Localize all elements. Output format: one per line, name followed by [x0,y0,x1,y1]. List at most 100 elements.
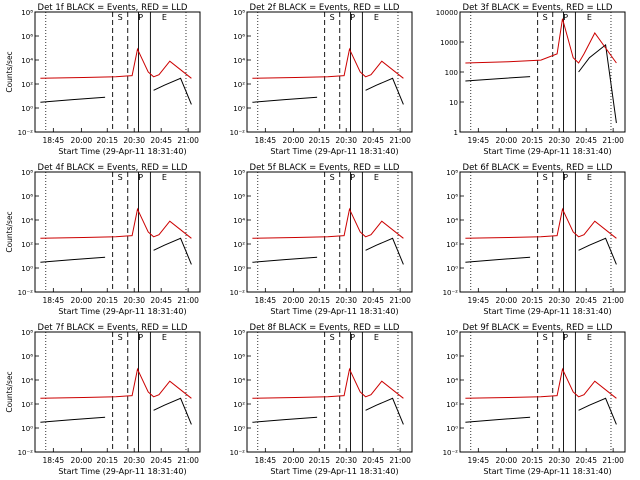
x-tick-label: 20:30 [123,296,145,305]
y-tick-label: 10² [21,401,33,409]
x-axis-label: Start Time (29-Apr-11 18:31:40) [270,147,398,156]
x-tick-label: 21:00 [177,136,199,145]
marker-label: P [563,173,568,182]
marker-label: E [587,13,592,22]
x-tick-label: 20:15 [521,296,543,305]
lld-series-line [465,207,617,239]
y-tick-label: 10⁰ [21,425,33,433]
events-series-line [252,397,404,425]
x-tick-label: 20:15 [308,296,330,305]
y-tick-label: 10⁻² [230,289,246,297]
y-tick-label: 10⁸ [233,9,245,17]
x-tick-label: 20:45 [150,456,172,465]
y-tick-label: 10⁸ [446,169,458,177]
y-tick-label: 10⁰ [446,265,458,273]
x-tick-label: 18:45 [43,456,65,465]
x-tick-label: 20:00 [496,296,518,305]
lld-series-line [465,18,617,64]
y-tick-label: 10⁰ [21,265,33,273]
marker-label: S [543,333,548,342]
detector-panel: Det 9f BLACK = Events, RED = LLD 10⁸ 10⁶ 10… [443,323,626,476]
marker-label: E [162,13,167,22]
y-tick-label: 10⁴ [233,377,245,385]
x-tick-label: 19:45 [468,296,490,305]
panel-title: Det 3f BLACK = Events, RED = LLD [463,3,613,13]
x-tick-label: 18:45 [255,296,277,305]
lld-series-line [252,367,404,399]
marker-label: E [162,333,167,342]
y-tick-label: 10² [21,241,33,249]
y-tick-label: 10⁶ [21,353,33,361]
x-tick-label: 20:00 [283,296,305,305]
y-tick-label: 10⁶ [21,33,33,41]
plot-frame [246,11,413,133]
lld-series-line [465,367,617,399]
detector-panel: Det 1f BLACK = Events, RED = LLD Counts/s… [5,3,201,156]
x-axis-label: Start Time (29-Apr-11 18:31:40) [483,147,611,156]
x-tick-label: 20:00 [496,136,518,145]
y-tick-label: 10000 [436,9,458,17]
y-axis-label: Counts/sec [5,371,14,412]
panel-title: Det 8f BLACK = Events, RED = LLD [250,323,400,333]
panel-title: Det 6f BLACK = Events, RED = LLD [463,163,613,173]
marker-label: S [118,13,123,22]
y-tick-label: 10⁻² [443,449,459,457]
x-tick-label: 20:45 [150,296,172,305]
marker-label: E [587,173,592,182]
y-tick-label: 10⁰ [233,265,245,273]
x-tick-label: 20:00 [71,136,93,145]
y-tick-label: 10⁻² [230,129,246,137]
y-tick-label: 10⁰ [233,105,245,113]
x-tick-label: 20:00 [71,296,93,305]
x-tick-label: 21:00 [389,296,411,305]
events-series-line [465,237,617,265]
marker-label: E [162,173,167,182]
plot-frame [246,171,413,293]
marker-label: S [543,13,548,22]
panel-title: Det 4f BLACK = Events, RED = LLD [38,163,188,173]
y-tick-label: 10⁸ [233,169,245,177]
lld-series-line [252,207,404,239]
lld-series-line [40,207,192,239]
x-tick-label: 20:30 [335,136,357,145]
y-tick-label: 10⁶ [233,193,245,201]
y-tick-label: 10 [449,99,458,107]
x-tick-label: 20:30 [548,456,570,465]
x-tick-label: 21:00 [177,296,199,305]
x-tick-label: 20:15 [96,296,118,305]
y-tick-label: 10⁸ [233,329,245,337]
x-tick-label: 21:00 [602,456,624,465]
x-tick-label: 20:15 [308,136,330,145]
x-tick-label: 20:30 [123,136,145,145]
marker-label: E [374,173,379,182]
x-axis-label: Start Time (29-Apr-11 18:31:40) [483,307,611,316]
y-tick-label: 10⁻² [443,289,459,297]
y-tick-label: 10² [446,241,458,249]
lld-series-line [40,367,192,399]
marker-label: P [563,333,568,342]
plot-frame [459,11,626,133]
x-axis-label: Start Time (29-Apr-11 18:31:40) [270,467,398,476]
y-tick-label: 100 [445,69,458,77]
plot-frame [34,11,201,133]
detector-panel: Det 4f BLACK = Events, RED = LLD Counts/s… [5,163,201,316]
events-series-line [252,237,404,265]
x-tick-label: 20:00 [283,136,305,145]
x-tick-label: 21:00 [602,296,624,305]
x-tick-label: 20:45 [150,136,172,145]
y-tick-label: 10⁶ [446,353,458,361]
x-tick-label: 20:30 [548,296,570,305]
y-tick-label: 10⁰ [446,425,458,433]
x-tick-label: 18:45 [43,296,65,305]
y-tick-label: 10² [233,401,245,409]
detector-panel: Det 8f BLACK = Events, RED = LLD 10⁸ 10⁶ 10… [230,323,413,476]
events-series-line [465,397,617,425]
events-series-line [465,43,617,124]
y-tick-label: 10⁻² [18,289,34,297]
marker-label: P [350,13,355,22]
x-tick-label: 21:00 [602,136,624,145]
panel-title: Det 7f BLACK = Events, RED = LLD [38,323,188,333]
events-series-line [252,77,404,105]
plot-frame [459,331,626,453]
y-tick-label: 10² [233,81,245,89]
